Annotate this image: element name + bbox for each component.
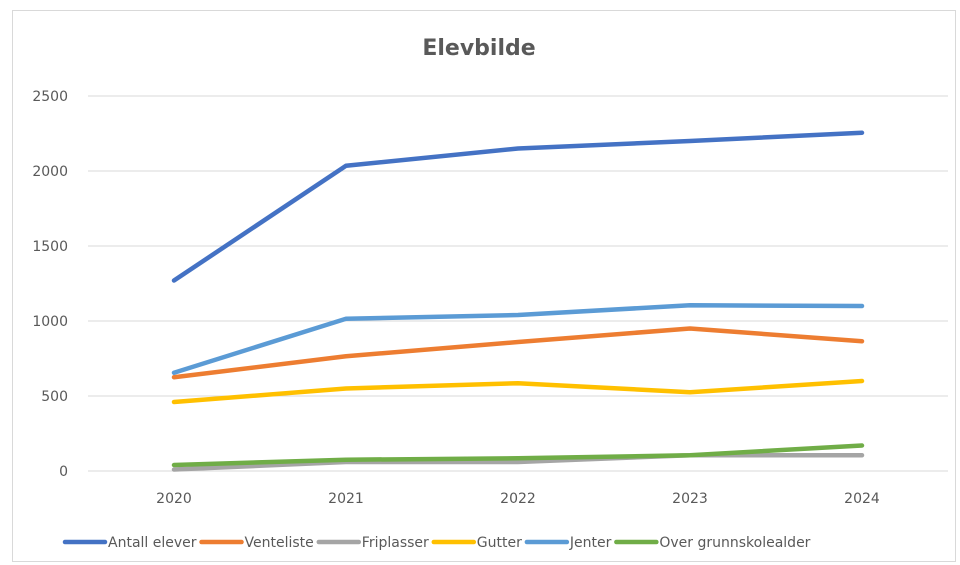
legend-label: Jenter [569,535,612,551]
y-tick-label: 1000 [32,314,68,330]
y-tick-label: 1500 [32,239,68,255]
legend-item: Venteliste [199,535,314,551]
y-tick-label: 2500 [32,89,68,105]
y-tick-label: 2000 [32,164,68,180]
x-tick-label: 2024 [844,491,880,507]
legend-item: Gutter [431,535,522,551]
legend-item: Antall elever [62,535,197,551]
y-tick-label: 500 [41,389,68,405]
series-line-gutter [171,378,865,405]
x-tick-label: 2021 [328,491,364,507]
grid [88,95,948,472]
legend-label: Gutter [477,535,522,551]
series-line-over-grunnskolealder [171,443,865,468]
legend: Antall elever Venteliste Friplasser Gutter J… [62,535,811,551]
x-tick-label: 2023 [672,491,708,507]
y-tick-label: 0 [59,464,68,480]
legend-label: Antall elever [108,535,197,551]
x-tick-label: 2022 [500,491,536,507]
chart-frame: Elevbilde 0 500 1000 1500 2000 2500 2020 2021 2… [12,10,956,562]
legend-item: Over grunnskolealder [614,535,811,551]
chart-title: Elevbilde [422,36,535,61]
legend-item: Jenter [524,535,612,551]
legend-label: Friplasser [362,535,429,551]
legend-label: Venteliste [245,535,314,551]
legend-label: Over grunnskolealder [659,535,810,551]
x-axis: 2020 2021 2022 2023 2024 [156,491,880,507]
series-line-jenter [171,303,865,375]
y-axis: 0 500 1000 1500 2000 2500 [32,89,68,480]
x-tick-label: 2020 [156,491,192,507]
series-line-antall-elever [171,130,865,283]
series-line-venteliste [171,326,865,380]
plot-area [171,130,865,472]
series-line-friplasser [171,453,865,472]
legend-item: Friplasser [316,535,429,551]
